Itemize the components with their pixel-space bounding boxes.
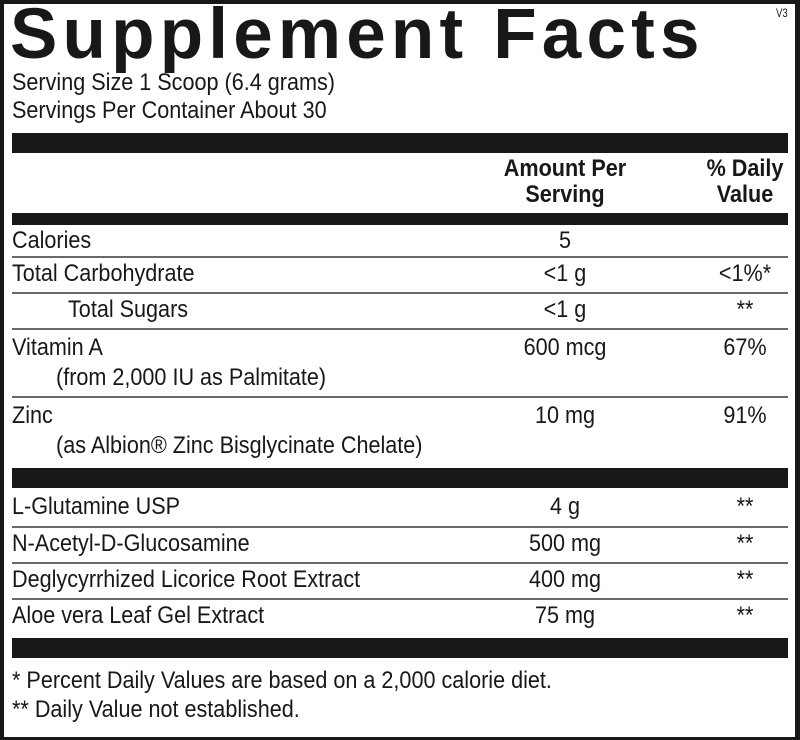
- row-name: N-Acetyl-D-Glucosamine: [12, 530, 250, 557]
- divider: [12, 256, 788, 258]
- row-dv: **: [736, 493, 754, 520]
- dv-header-2: Value: [716, 181, 774, 208]
- row-name: Total Sugars: [68, 296, 189, 323]
- row-name: Calories: [12, 227, 92, 254]
- serving-size: Serving Size 1 Scoop (6.4 grams): [12, 69, 335, 96]
- divider: [12, 396, 788, 398]
- row-name: Deglycyrrhized Licorice Root Extract: [12, 566, 361, 593]
- row-amount: <1 g: [543, 260, 587, 287]
- row-amount: 600 mcg: [523, 334, 607, 361]
- thick-divider: [12, 133, 788, 153]
- thick-divider: [12, 638, 788, 658]
- divider: [12, 328, 788, 330]
- thick-divider: [12, 213, 788, 225]
- servings-per-container: Servings Per Container About 30: [12, 97, 327, 124]
- thick-divider: [12, 468, 788, 488]
- row-amount: 5: [558, 227, 572, 254]
- amount-header-2: Serving: [525, 181, 605, 208]
- row-dv: <1%*: [718, 260, 772, 287]
- row-name: Total Carbohydrate: [12, 260, 195, 287]
- row-dv: **: [736, 602, 754, 629]
- row-dv: **: [736, 296, 754, 323]
- dv-header-1: % Daily: [706, 155, 784, 182]
- row-amount: <1 g: [543, 296, 587, 323]
- row-dv: 67%: [723, 334, 767, 361]
- amount-header-1: Amount Per: [503, 155, 627, 182]
- row-name: L-Glutamine USP: [12, 493, 181, 520]
- row-name: Vitamin A: [12, 334, 103, 361]
- row-name: Zinc: [12, 402, 53, 429]
- row-amount: 75 mg: [534, 602, 596, 629]
- row-amount: 500 mg: [528, 530, 602, 557]
- divider: [12, 562, 788, 564]
- row-amount: 400 mg: [528, 566, 602, 593]
- label-title: Supplement Facts: [10, 0, 705, 74]
- footnote-dv: * Percent Daily Values are based on a 2,…: [12, 667, 552, 694]
- row-name: Aloe vera Leaf Gel Extract: [12, 602, 265, 629]
- row-dv: **: [736, 530, 754, 557]
- footnote-not-established: ** Daily Value not established.: [12, 696, 300, 723]
- divider: [12, 526, 788, 528]
- row-subtext: (as Albion® Zinc Bisglycinate Chelate): [56, 432, 423, 459]
- divider: [12, 292, 788, 294]
- row-dv: 91%: [723, 402, 767, 429]
- row-amount: 10 mg: [534, 402, 596, 429]
- row-dv: **: [736, 566, 754, 593]
- divider: [12, 598, 788, 600]
- row-amount: 4 g: [549, 493, 581, 520]
- row-subtext: (from 2,000 IU as Palmitate): [56, 364, 327, 391]
- version-mark: V3: [776, 6, 788, 20]
